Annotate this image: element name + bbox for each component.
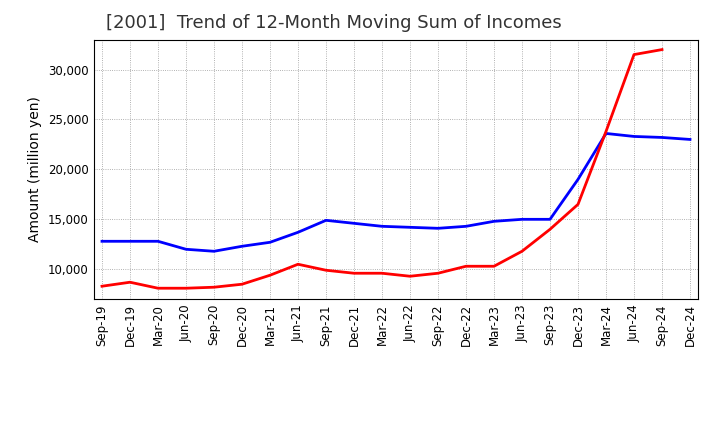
Text: [2001]  Trend of 12-Month Moving Sum of Incomes: [2001] Trend of 12-Month Moving Sum of I… (106, 15, 562, 33)
Ordinary Income (378, 224, 387, 229)
Net Income (322, 268, 330, 273)
Ordinary Income (574, 177, 582, 182)
Net Income (518, 249, 526, 254)
Net Income (294, 262, 302, 267)
Ordinary Income (322, 218, 330, 223)
Ordinary Income (602, 131, 611, 136)
Ordinary Income (657, 135, 666, 140)
Net Income (153, 286, 162, 291)
Net Income (98, 284, 107, 289)
Ordinary Income (181, 247, 190, 252)
Net Income (266, 273, 274, 278)
Ordinary Income (518, 216, 526, 222)
Net Income (462, 264, 470, 269)
Ordinary Income (350, 221, 359, 226)
Net Income (126, 279, 135, 285)
Ordinary Income (153, 238, 162, 244)
Net Income (210, 285, 218, 290)
Net Income (657, 47, 666, 52)
Ordinary Income (630, 134, 639, 139)
Ordinary Income (685, 137, 694, 142)
Ordinary Income (462, 224, 470, 229)
Line: Net Income: Net Income (102, 50, 662, 288)
Net Income (238, 282, 246, 287)
Ordinary Income (490, 219, 498, 224)
Ordinary Income (210, 249, 218, 254)
Net Income (181, 286, 190, 291)
Net Income (350, 271, 359, 276)
Net Income (405, 274, 414, 279)
Line: Ordinary Income: Ordinary Income (102, 133, 690, 251)
Ordinary Income (126, 238, 135, 244)
Ordinary Income (433, 226, 442, 231)
Net Income (602, 129, 611, 134)
Net Income (630, 52, 639, 57)
Ordinary Income (546, 216, 554, 222)
Net Income (433, 271, 442, 276)
Net Income (490, 264, 498, 269)
Net Income (378, 271, 387, 276)
Ordinary Income (98, 238, 107, 244)
Ordinary Income (238, 244, 246, 249)
Net Income (546, 227, 554, 232)
Ordinary Income (405, 225, 414, 230)
Net Income (574, 202, 582, 207)
Ordinary Income (266, 240, 274, 245)
Ordinary Income (294, 230, 302, 235)
Y-axis label: Amount (million yen): Amount (million yen) (28, 96, 42, 242)
